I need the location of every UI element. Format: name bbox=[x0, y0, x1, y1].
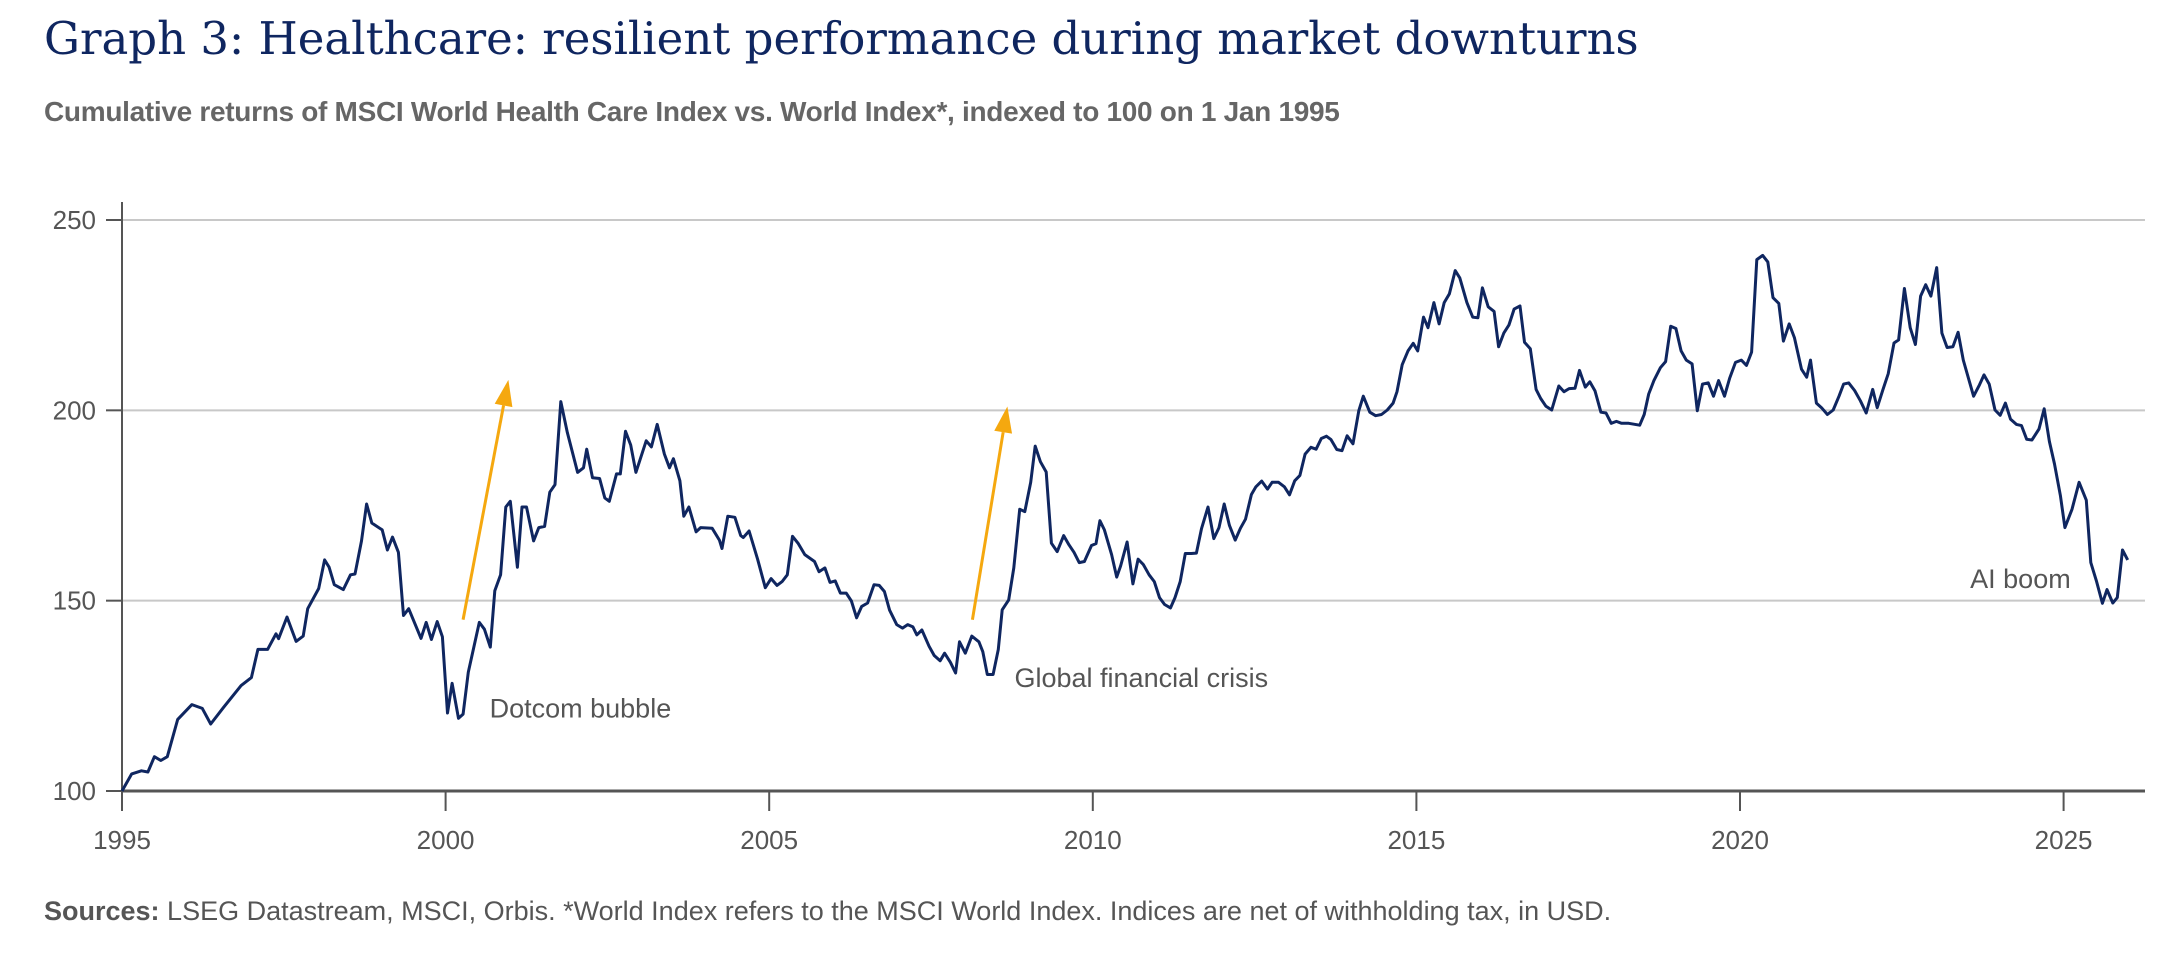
x-tick-label: 2005 bbox=[740, 825, 798, 855]
series bbox=[120, 253, 2130, 792]
chart-title: Graph 3: Healthcare: resilient performan… bbox=[44, 12, 1639, 65]
sources-label: Sources: bbox=[44, 896, 160, 926]
x-tick-label: 2015 bbox=[1387, 825, 1445, 855]
x-tick-label: 2010 bbox=[1064, 825, 1122, 855]
y-tick-label: 250 bbox=[53, 205, 96, 235]
arrow-head bbox=[494, 379, 513, 408]
sources-note: Sources: LSEG Datastream, MSCI, Orbis. *… bbox=[44, 896, 1611, 927]
annotations: Dotcom bubble Global financial crisis AI b… bbox=[461, 379, 2071, 723]
x-tick-label: 1995 bbox=[93, 825, 151, 855]
x-tick-label: 2000 bbox=[417, 825, 475, 855]
y-tick-label: 150 bbox=[53, 586, 96, 616]
annotation-arrow bbox=[970, 431, 1005, 620]
annotation-label: Global financial crisis bbox=[1014, 663, 1268, 693]
series-line bbox=[120, 253, 2130, 792]
sources-text: LSEG Datastream, MSCI, Orbis. *World Ind… bbox=[159, 896, 1612, 926]
annotation-label: Dotcom bubble bbox=[490, 693, 672, 723]
gridlines bbox=[122, 219, 2145, 602]
arrow-head bbox=[994, 406, 1013, 434]
x-tick-label: 2020 bbox=[1711, 825, 1769, 855]
annotation-label: AI boom bbox=[1970, 564, 2071, 594]
axes: 100 150 200 250 1995 2000 2005 2010 2015 2020 2025 bbox=[53, 202, 2145, 855]
annotation-arrow bbox=[461, 405, 506, 620]
chart-subtitle: Cumulative returns of MSCI World Health … bbox=[44, 96, 1340, 127]
y-tick-label: 200 bbox=[53, 395, 96, 425]
x-tick-label: 2025 bbox=[2035, 825, 2093, 855]
y-tick-label: 100 bbox=[53, 776, 96, 806]
